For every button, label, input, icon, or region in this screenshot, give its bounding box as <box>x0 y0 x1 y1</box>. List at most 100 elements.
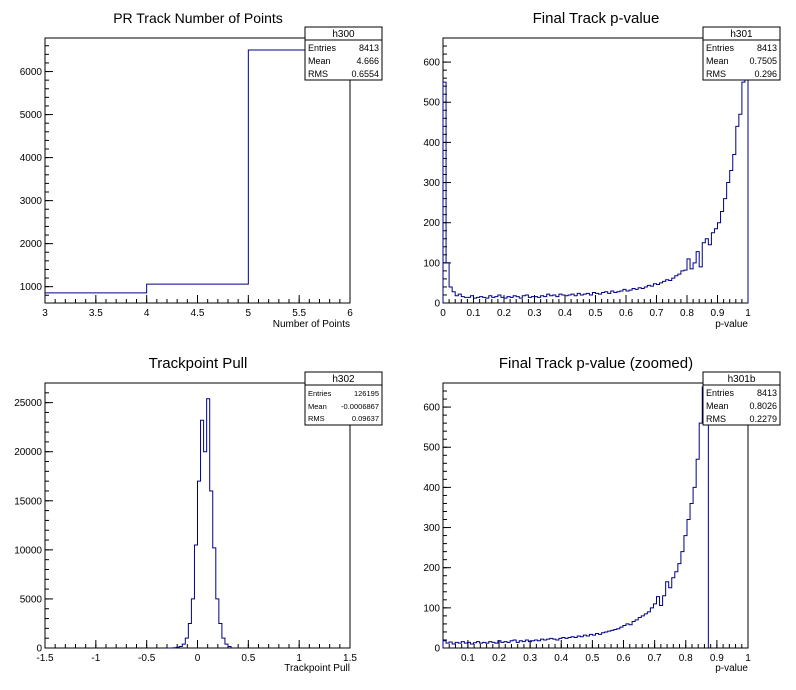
x-tick-label: 0.1 <box>467 308 481 319</box>
x-axis-label: Number of Points <box>273 319 350 330</box>
stats-name: h301 <box>730 29 753 40</box>
y-tick-label: 0 <box>434 299 440 310</box>
x-tick-label: 0.7 <box>648 653 662 664</box>
x-tick-label: 5.5 <box>292 308 306 319</box>
x-tick-label: 0.5 <box>585 653 599 664</box>
x-tick-label: 6 <box>347 308 353 319</box>
y-tick-label: 0 <box>36 644 42 655</box>
y-tick-label: 600 <box>423 58 440 69</box>
stats-value: 0.09637 <box>352 414 379 423</box>
x-tick-label: 0.1 <box>461 653 475 664</box>
y-tick-label: 1000 <box>20 282 43 293</box>
y-tick-label: 0 <box>434 644 440 655</box>
stats-box: h302 Entries 126195 Mean -0.0006867 RMS … <box>304 371 383 426</box>
stats-value: 8413 <box>757 388 777 398</box>
x-tick-label: 0.6 <box>619 308 633 319</box>
y-tick-label: 2000 <box>20 239 43 250</box>
x-tick-label: 0.2 <box>497 308 511 319</box>
stats-value: 0.2279 <box>749 414 777 424</box>
y-tick-label: 3000 <box>20 196 43 207</box>
stats-label: Entries <box>308 389 332 398</box>
x-tick-label: 3 <box>42 308 48 319</box>
y-tick-label: 15000 <box>14 496 42 507</box>
y-tick-label: 500 <box>423 98 440 109</box>
x-tick-label: -0.5 <box>138 653 156 664</box>
histogram-line <box>442 37 749 303</box>
stats-name: h302 <box>332 374 355 385</box>
stats-label: RMS <box>308 414 325 423</box>
chart-title: PR Track Number of Points <box>113 10 283 26</box>
x-tick-label: 0.4 <box>558 308 572 319</box>
stats-label: Mean <box>308 56 331 66</box>
y-tick-label: 300 <box>423 523 440 534</box>
stats-value: 0.296 <box>754 69 777 79</box>
x-tick-label: 0.8 <box>680 308 694 319</box>
y-tick-label: 100 <box>423 603 440 614</box>
y-tick-label: 20000 <box>14 447 42 458</box>
y-tick-label: 4000 <box>20 153 43 164</box>
histogram-line <box>45 49 350 294</box>
y-tick-label: 400 <box>423 138 440 149</box>
chart-title: Final Track p-value (zoomed) <box>499 355 693 372</box>
stats-value: 126195 <box>354 389 379 398</box>
x-tick-label: 0 <box>440 308 446 319</box>
stats-box: h301 Entries 8413 Mean 0.7505 RMS 0.296 <box>702 26 781 81</box>
x-tick-label: 0.8 <box>679 653 693 664</box>
y-tick-label: 6000 <box>20 67 43 78</box>
panel-final-track-pvalue: Final Track p-value 0 0.1 0.2 0.3 0.4 0.5 0.6 0… <box>423 10 781 330</box>
y-tick-label: 200 <box>423 563 440 574</box>
axis-ticks: 3 3.5 4 4.5 5 5.5 6 1000 2000 3000 4000 5000 6000 <box>20 45 353 319</box>
y-tick-label: 100 <box>423 258 440 269</box>
stats-label: RMS <box>706 414 726 424</box>
panel-pr-track-points: PR Track Number of Points 3 3.5 4 4.5 5 5.5 6 1… <box>20 10 383 330</box>
x-tick-label: 0.6 <box>617 653 631 664</box>
panel-trackpoint-pull: Trackpoint Pull -1.5 -1 -0.5 0 0.5 1 1.5 0 5000 1… <box>14 355 383 674</box>
plot-frame <box>44 37 351 304</box>
y-tick-label: 10000 <box>14 545 42 556</box>
x-tick-label: 0.2 <box>492 653 506 664</box>
x-tick-label: 0.7 <box>650 308 664 319</box>
axis-ticks: 0 0.1 0.2 0.3 0.4 0.5 0.6 0.7 0.8 0.9 1 0 100 200 300 4… <box>423 37 751 319</box>
y-tick-label: 200 <box>423 218 440 229</box>
chart-title: Final Track p-value <box>533 10 660 27</box>
x-tick-label: 5 <box>246 308 252 319</box>
x-tick-label: 0.3 <box>528 308 542 319</box>
axis-ticks: 0.1 0.2 0.3 0.4 0.5 0.6 0.7 0.8 0.9 1 0 100 200 300 40… <box>423 382 751 664</box>
x-tick-label: 1.5 <box>343 653 357 664</box>
x-tick-label: 0.9 <box>710 653 724 664</box>
x-tick-label: 0.5 <box>241 653 255 664</box>
y-tick-label: 5000 <box>20 594 43 605</box>
stats-label: Entries <box>308 43 337 53</box>
x-tick-label: 1 <box>296 653 302 664</box>
x-tick-label: 3.5 <box>89 308 103 319</box>
stats-label: Mean <box>308 402 327 411</box>
y-tick-label: 300 <box>423 178 440 189</box>
plot-frame <box>442 382 749 649</box>
x-tick-label: 0 <box>195 653 201 664</box>
stats-value: 0.8026 <box>749 401 777 411</box>
histogram-line <box>167 398 232 649</box>
x-tick-label: 0.5 <box>589 308 603 319</box>
x-axis-label: Trackpoint Pull <box>284 663 350 674</box>
stats-value: 0.6554 <box>351 69 379 79</box>
x-tick-label: 4.5 <box>191 308 205 319</box>
stats-label: Entries <box>706 43 735 53</box>
stats-label: RMS <box>308 69 328 79</box>
x-tick-label: 1 <box>745 308 751 319</box>
panel-final-track-pvalue-zoomed: Final Track p-value (zoomed) 0.1 0.2 0.3 0.… <box>423 355 781 674</box>
axis-ticks: -1.5 -1 -0.5 0 0.5 1 1.5 0 5000 10000 15000 20000 25… <box>14 382 357 664</box>
stats-value: 8413 <box>757 43 777 53</box>
y-tick-label: 25000 <box>14 398 42 409</box>
stats-value: 0.7505 <box>749 56 777 66</box>
y-tick-label: 500 <box>423 443 440 454</box>
x-tick-label: -1.5 <box>36 653 54 664</box>
stats-name: h301b <box>728 374 756 385</box>
stats-name: h300 <box>332 29 355 40</box>
x-tick-label: 0.4 <box>554 653 568 664</box>
stats-box: h301b Entries 8413 Mean 0.8026 RMS 0.227… <box>702 371 781 426</box>
stats-label: Mean <box>706 56 729 66</box>
stats-value: 8413 <box>359 43 379 53</box>
x-tick-label: -1 <box>91 653 100 664</box>
x-tick-label: 4 <box>144 308 150 319</box>
